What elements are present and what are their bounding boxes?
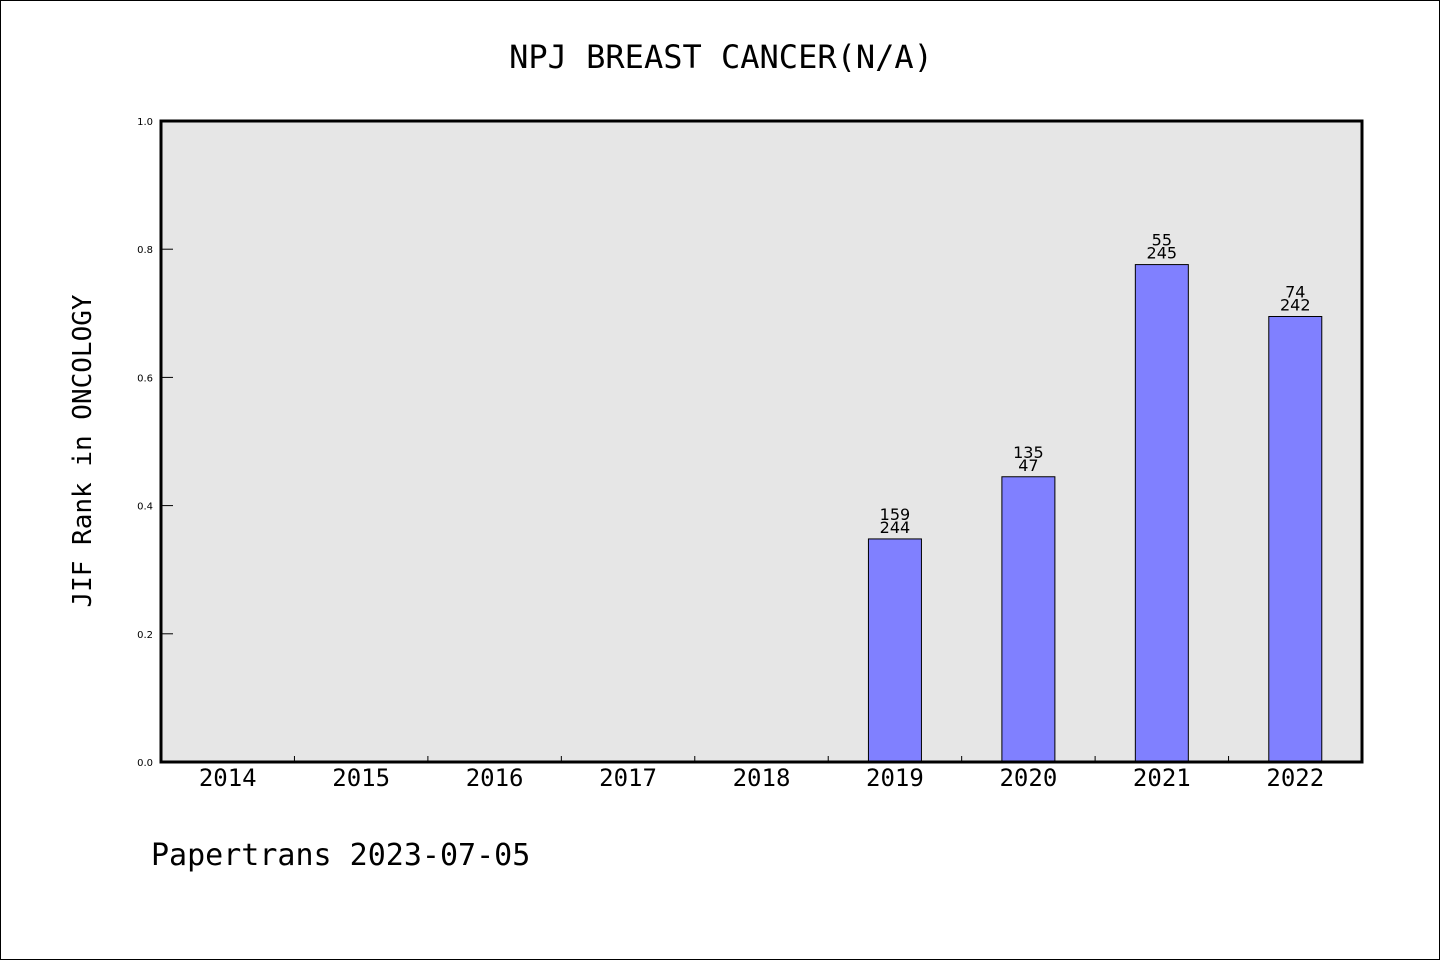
x-tick-label: 2020 <box>999 764 1057 792</box>
bar <box>1001 476 1056 763</box>
bar <box>1268 316 1323 763</box>
plot-border <box>159 119 1364 764</box>
ticks-layer: 2014 2015 2016 2017 2018 2019 2020 2021 2022 0.0 0… <box>137 117 1324 792</box>
y-tick-label: 1.0 <box>137 117 153 128</box>
bar <box>867 538 922 763</box>
y-axis-label: JIF Rank in ONCOLOGY <box>68 294 98 607</box>
bar-label-top: 159 <box>880 505 911 524</box>
x-tick-label: 2016 <box>466 764 524 792</box>
x-tick-label: 2021 <box>1133 764 1191 792</box>
bar-label-bottom: 245 <box>1147 244 1178 263</box>
x-tick-label: 2017 <box>599 764 657 792</box>
x-tick-label: 2019 <box>866 764 924 792</box>
bar-label-top: 55 <box>1152 231 1172 250</box>
x-tick-label: 2015 <box>332 764 390 792</box>
bar-label-top: 74 <box>1285 283 1305 302</box>
y-tick-label: 0.0 <box>137 758 153 769</box>
bar-label-top: 135 <box>1013 443 1044 462</box>
x-tick-label: 2018 <box>733 764 791 792</box>
chart-title: NPJ BREAST CANCER(N/A) <box>509 38 933 76</box>
x-tick-label: 2022 <box>1266 764 1324 792</box>
y-tick-label: 0.4 <box>137 502 153 513</box>
y-tick-label: 0.6 <box>137 373 153 384</box>
y-tick-label: 0.8 <box>137 245 153 256</box>
bar <box>1134 264 1189 763</box>
bar-label-bottom: 47 <box>1018 456 1038 475</box>
footer-text: Papertrans 2023-07-05 <box>151 838 530 873</box>
x-tick-label: 2014 <box>199 764 257 792</box>
y-tick-label: 0.2 <box>137 630 153 641</box>
bar-label-bottom: 244 <box>880 518 911 537</box>
bar-label-bottom: 242 <box>1280 296 1311 315</box>
